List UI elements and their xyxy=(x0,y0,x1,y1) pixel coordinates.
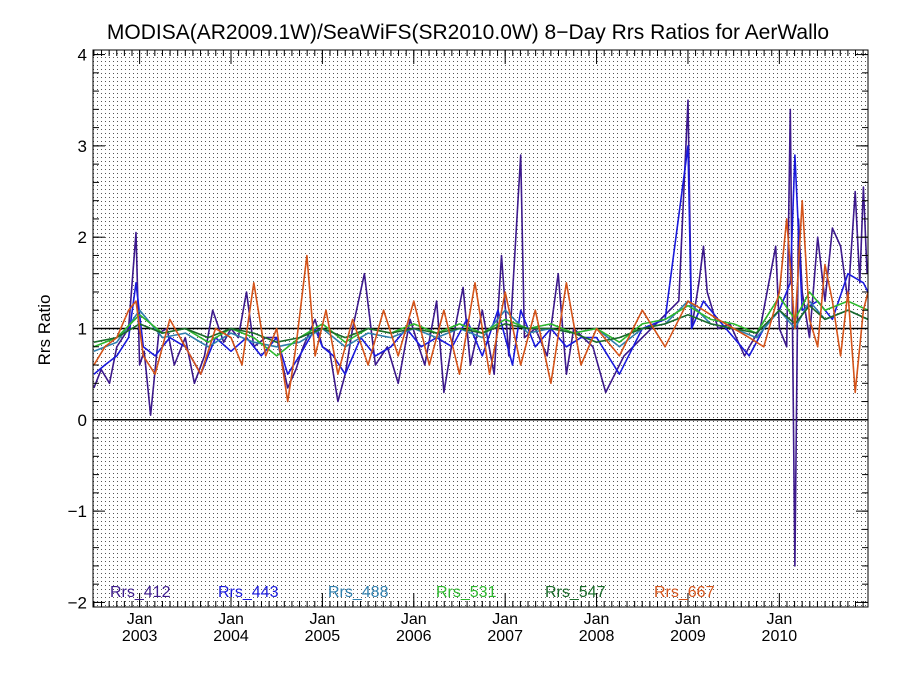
series-line-rrs-412 xyxy=(93,99,868,567)
series-line-rrs-667 xyxy=(93,199,869,403)
x-tick-year: 2008 xyxy=(579,628,615,645)
x-tick-month: Jan xyxy=(675,611,701,628)
y-axis: 4 3 2 1 0 −1 −2 xyxy=(68,46,868,612)
legend-entry-rrs-443: Rrs_443 xyxy=(218,584,279,601)
y-tick-label: −2 xyxy=(68,593,87,612)
x-tick-month: Jan xyxy=(492,611,518,628)
y-tick-label: −1 xyxy=(68,502,87,521)
chart-title: MODISA(AR2009.1W)/SeaWiFS(SR2010.0W) 8−D… xyxy=(107,21,829,44)
x-tick-year: 2010 xyxy=(762,628,798,645)
x-tick-month: Jan xyxy=(309,611,335,628)
x-tick-month: Jan xyxy=(218,611,244,628)
x-tick-month: Jan xyxy=(584,611,610,628)
x-tick-year: 2007 xyxy=(487,628,523,645)
x-tick-month: Jan xyxy=(401,611,427,628)
y-tick-label: 1 xyxy=(78,320,87,339)
x-tick-year: 2006 xyxy=(396,628,432,645)
y-axis-label: Rrs Ratio xyxy=(35,295,54,366)
plot-frame xyxy=(92,49,869,608)
series-line-rrs-547 xyxy=(93,304,869,344)
legend: Rrs_412 Rrs_443 Rrs_488 Rrs_531 Rrs_547 Rrs_6… xyxy=(110,584,715,601)
y-tick-label: 2 xyxy=(78,228,87,247)
y-tick-label: 3 xyxy=(78,137,87,156)
x-axis: Jan2003Jan2004Jan2005Jan2006Jan2007Jan20… xyxy=(93,50,864,645)
legend-entry-rrs-547: Rrs_547 xyxy=(545,584,606,601)
y-tick-label: 0 xyxy=(78,411,87,430)
legend-entry-rrs-531: Rrs_531 xyxy=(436,584,497,601)
y-tick-label: 4 xyxy=(78,46,87,65)
x-tick-year: 2003 xyxy=(122,628,158,645)
legend-entry-rrs-667: Rrs_667 xyxy=(654,584,715,601)
x-tick-year: 2009 xyxy=(670,628,706,645)
legend-entry-rrs-488: Rrs_488 xyxy=(328,584,389,601)
x-tick-month: Jan xyxy=(766,611,792,628)
x-tick-year: 2004 xyxy=(213,628,249,645)
reference-lines xyxy=(93,327,868,421)
series-line-rrs-443 xyxy=(93,145,869,376)
series-layer xyxy=(93,99,869,567)
legend-entry-rrs-412: Rrs_412 xyxy=(110,584,171,601)
x-tick-month: Jan xyxy=(127,611,153,628)
x-tick-year: 2005 xyxy=(305,628,341,645)
